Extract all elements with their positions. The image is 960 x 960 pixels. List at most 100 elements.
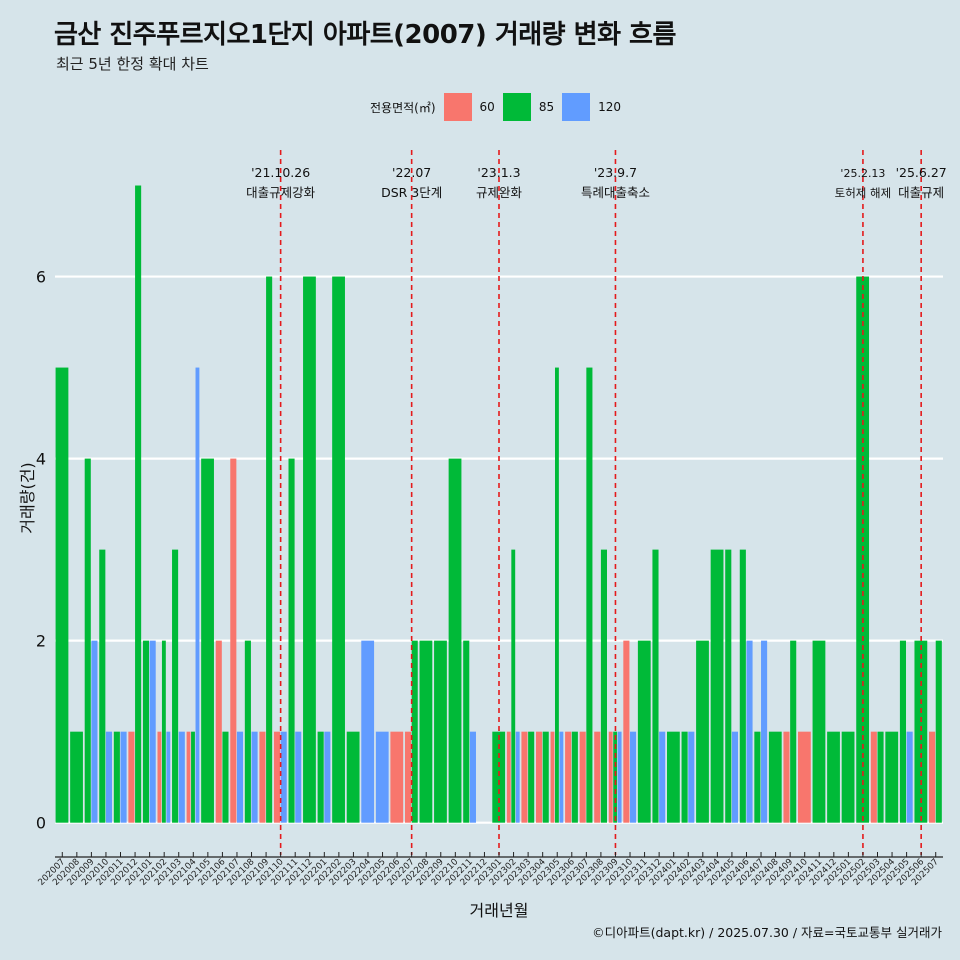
bar-202505-120 bbox=[906, 731, 913, 823]
bar-202206-60 bbox=[390, 731, 404, 823]
bar-202104-85 bbox=[191, 731, 195, 823]
bar-202402-85 bbox=[681, 731, 688, 823]
bar-202108-85 bbox=[244, 640, 251, 823]
bar-202010-120 bbox=[105, 731, 113, 823]
bar-202102-60 bbox=[157, 731, 162, 823]
bar-202301-85 bbox=[492, 731, 506, 823]
bar-202305-120 bbox=[559, 731, 564, 823]
bar-202012-85 bbox=[135, 185, 142, 823]
bar-202402-120 bbox=[688, 731, 695, 823]
bar-202506-85 bbox=[914, 640, 928, 823]
bar-202010-85 bbox=[99, 549, 106, 823]
bar-202104-120 bbox=[195, 367, 200, 823]
bar-202408-85 bbox=[768, 731, 782, 823]
bar-202412-85 bbox=[827, 731, 840, 823]
bar-202211-120 bbox=[469, 731, 476, 823]
bar-202201-120 bbox=[324, 731, 331, 823]
bar-202411-85 bbox=[812, 640, 826, 823]
chart-title: 금산 진주푸르지오1단지 아파트(2007) 거래량 변화 흐름 bbox=[54, 20, 676, 50]
bar-202207-85 bbox=[411, 640, 418, 823]
legend-label-60: 60 bbox=[479, 100, 495, 114]
bar-202310-120 bbox=[630, 731, 637, 823]
bar-202310-60 bbox=[623, 640, 630, 823]
bar-202204-120 bbox=[361, 640, 375, 823]
bar-202101-120 bbox=[149, 640, 156, 823]
bar-202405-120 bbox=[731, 731, 739, 823]
bar-202507-60 bbox=[929, 731, 936, 823]
bar-202305-85 bbox=[554, 367, 559, 823]
bar-202309-85 bbox=[613, 731, 618, 823]
annotation-date-202207: '22.07 bbox=[392, 165, 431, 180]
annotation-text-202309: 특례대출축소 bbox=[581, 185, 650, 200]
bar-202307-85 bbox=[586, 367, 593, 823]
bar-202201-85 bbox=[317, 731, 324, 823]
bar-202009-120 bbox=[91, 640, 98, 823]
bar-202501-85 bbox=[841, 731, 855, 823]
bar-202306-60 bbox=[565, 731, 572, 823]
bar-202110-60 bbox=[273, 731, 281, 823]
bar-202309-120 bbox=[617, 731, 622, 823]
bar-202203-85 bbox=[346, 731, 360, 823]
bar-202403-85 bbox=[696, 640, 709, 823]
bar-202505-85 bbox=[899, 640, 907, 823]
bar-202112-85 bbox=[303, 276, 316, 823]
bar-202103-120 bbox=[178, 731, 185, 823]
bar-202409-60 bbox=[783, 731, 790, 823]
bar-202109-60 bbox=[259, 731, 266, 823]
bar-202404-85 bbox=[710, 549, 724, 823]
bar-202312-120 bbox=[659, 731, 666, 823]
bar-202302-60 bbox=[506, 731, 511, 823]
annotation-text-202301: 규제완화 bbox=[476, 185, 523, 200]
legend-title: 전용면적(㎡) bbox=[370, 100, 436, 115]
bar-202011-120 bbox=[120, 731, 127, 823]
bar-202303-85 bbox=[528, 731, 535, 823]
bar-202207-60 bbox=[404, 731, 412, 823]
bar-202503-60 bbox=[870, 731, 877, 823]
bar-202401-85 bbox=[666, 731, 680, 823]
bar-202102-120 bbox=[166, 731, 171, 823]
bar-202103-85 bbox=[172, 549, 179, 823]
bar-202507-85 bbox=[935, 640, 942, 823]
bar-202106-60 bbox=[215, 640, 222, 823]
legend-label-85: 85 bbox=[538, 100, 555, 114]
annotation-date-202506: '25.6.27 bbox=[896, 165, 947, 180]
bar-202406-120 bbox=[746, 640, 753, 823]
bar-202101-85 bbox=[142, 640, 150, 823]
legend-item-60: 60 bbox=[443, 93, 495, 121]
bar-202211-85 bbox=[463, 640, 470, 823]
bar-202208-85 bbox=[419, 640, 433, 823]
bar-202311-85 bbox=[637, 640, 651, 823]
bar-202111-120 bbox=[295, 731, 302, 823]
x-axis-title: 거래년월 bbox=[470, 901, 529, 920]
y-tick-label-2: 2 bbox=[36, 632, 46, 651]
bar-202305-60 bbox=[550, 731, 555, 823]
bar-202410-60 bbox=[798, 731, 811, 823]
bar-202407-85 bbox=[754, 731, 761, 823]
bar-202205-120 bbox=[375, 731, 389, 823]
legend-item-85: 85 bbox=[502, 93, 555, 121]
bar-202309-60 bbox=[608, 731, 613, 823]
bar-202407-120 bbox=[761, 640, 768, 823]
legend-label-120: 120 bbox=[598, 100, 621, 114]
bar-202202-85 bbox=[332, 276, 345, 823]
bar-202307-60 bbox=[579, 731, 586, 823]
bar-202312-85 bbox=[652, 549, 659, 823]
bar-202108-120 bbox=[251, 731, 258, 823]
bar-202007-85 bbox=[55, 367, 69, 823]
bar-202304-85 bbox=[542, 731, 549, 823]
bar-202011-85 bbox=[113, 731, 120, 823]
bar-202009-85 bbox=[84, 458, 91, 823]
bar-202209-85 bbox=[434, 640, 447, 823]
legend-swatch-60 bbox=[443, 93, 472, 121]
annotation-date-202110: '21.10.26 bbox=[251, 165, 310, 180]
chart-subtitle: 최근 5년 한정 확대 차트 bbox=[56, 55, 209, 73]
annotation-date-202502: '25.2.13 bbox=[840, 167, 885, 180]
annotation-text-202502: 토허제 해제 bbox=[835, 186, 892, 200]
bar-202302-120 bbox=[515, 731, 520, 823]
annotation-text-202506: 대출규제 bbox=[898, 185, 944, 200]
bar-202308-60 bbox=[594, 731, 601, 823]
bar-202406-85 bbox=[739, 549, 746, 823]
bar-202503-85 bbox=[877, 731, 884, 823]
legend: 전용면적(㎡) 60 85 120 bbox=[370, 93, 629, 121]
